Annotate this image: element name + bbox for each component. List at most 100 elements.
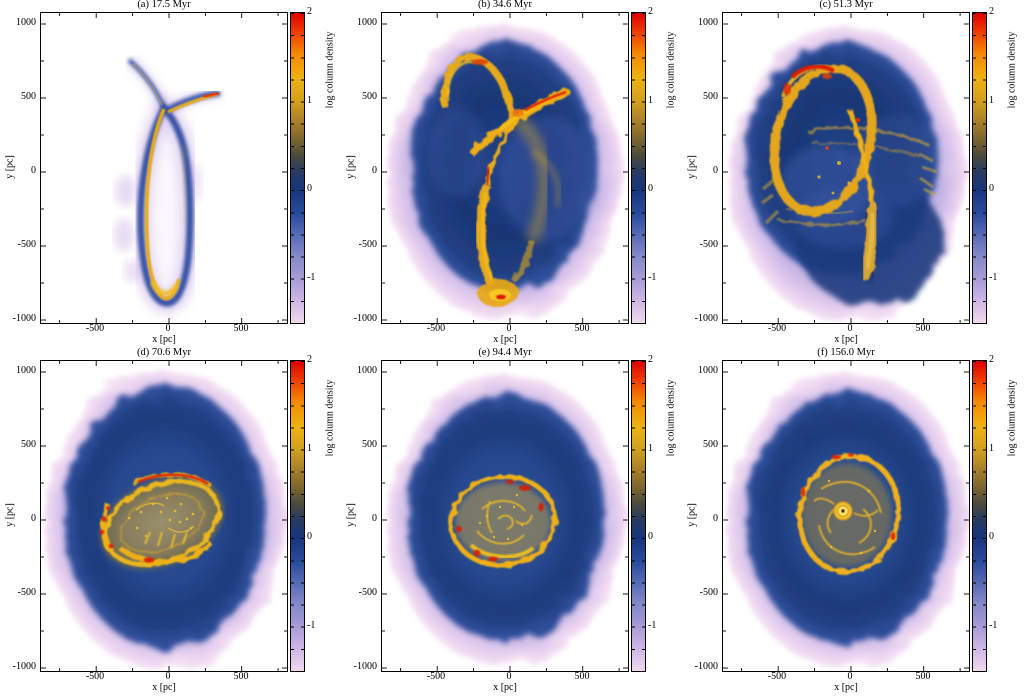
colorbar-tick-label: 1 <box>307 443 312 454</box>
density-map-art <box>41 13 287 323</box>
x-tick-label: -500 <box>767 323 787 334</box>
y-tick-label: 0 <box>713 165 718 176</box>
x-tick-label: 500 <box>233 671 249 682</box>
x-tick-label: 500 <box>233 323 249 334</box>
y-tick-label: 0 <box>372 165 377 176</box>
y-tick-label: -500 <box>699 239 718 250</box>
colorbar-tick-label: 0 <box>307 531 312 542</box>
colorbar-tick-label: 2 <box>648 354 653 365</box>
x-axis-label: x [pc] <box>152 334 176 345</box>
x-tick-label: 0 <box>165 671 171 682</box>
y-tick-label: 1000 <box>16 17 36 28</box>
density-map-c <box>722 12 970 324</box>
panel-b: (b) 34.6 Myr y [pc] 1000 500 0 -500 -100… <box>341 0 682 348</box>
colorbar <box>631 360 646 672</box>
x-tick-label: 0 <box>506 323 512 334</box>
panel-title: (e) 94.4 Myr <box>478 347 532 358</box>
colorbar-tick-label: 2 <box>307 354 312 365</box>
x-axis-label: x [pc] <box>834 682 858 693</box>
colorbar-label: log column density <box>1006 31 1018 109</box>
y-tick-label: 1000 <box>698 365 718 376</box>
colorbar-tick-label: 1 <box>648 95 653 106</box>
colorbar-label: log column density <box>324 31 336 109</box>
y-tick-label: 0 <box>31 165 36 176</box>
panel-c: (c) 51.3 Myr y [pc] 1000 500 0 -500 -100… <box>682 0 1024 348</box>
panel-title: (f) 156.0 Myr <box>817 347 875 358</box>
density-map-e <box>381 360 629 672</box>
y-tick-label: 0 <box>713 513 718 524</box>
colorbar-label: log column density <box>324 379 336 457</box>
panel-title: (b) 34.6 Myr <box>478 0 532 10</box>
density-map-art <box>723 361 969 671</box>
x-tick-label: 0 <box>165 323 171 334</box>
y-tick-label: -500 <box>358 239 377 250</box>
y-tick-label: 500 <box>703 91 718 102</box>
x-tick-label: 500 <box>574 671 590 682</box>
density-map-a <box>40 12 288 324</box>
panel-a: (a) 17.5 Myr y [pc] 1000 500 0 -500 -100… <box>0 0 341 348</box>
colorbar-tick-label: 0 <box>648 183 653 194</box>
y-tick-label: 0 <box>31 513 36 524</box>
x-tick-label: 500 <box>915 323 931 334</box>
y-tick-label: 1000 <box>698 17 718 28</box>
y-tick-label: -500 <box>17 239 36 250</box>
y-tick-label: 1000 <box>357 17 377 28</box>
y-tick-label: -1000 <box>353 313 377 324</box>
y-tick-label: -1000 <box>694 661 718 672</box>
y-tick-label: 500 <box>21 91 36 102</box>
x-axis-label: x [pc] <box>493 334 517 345</box>
y-tick-label: -1000 <box>12 313 36 324</box>
panel-title: (d) 70.6 Myr <box>137 347 191 358</box>
y-tick-label: 1000 <box>16 365 36 376</box>
density-map-art <box>382 361 628 671</box>
colorbar-tick-label: -1 <box>648 272 657 283</box>
panel-d: (d) 70.6 Myr y [pc] 1000 500 0 -500 -100… <box>0 347 341 697</box>
x-tick-label: 500 <box>915 671 931 682</box>
y-tick-label: -1000 <box>353 661 377 672</box>
colorbar-tick-label: 2 <box>989 354 994 365</box>
colorbar <box>631 12 646 324</box>
colorbar-tick-label: 1 <box>989 95 994 106</box>
colorbar-label: log column density <box>665 31 677 109</box>
colorbar-label: log column density <box>1006 379 1018 457</box>
x-tick-label: 0 <box>847 323 853 334</box>
colorbar-tick-label: -1 <box>307 272 316 283</box>
colorbar <box>972 12 987 324</box>
colorbar-tick-label: 2 <box>307 6 312 17</box>
colorbar-tick-label: 0 <box>989 531 994 542</box>
x-tick-label: -500 <box>767 671 787 682</box>
x-axis-label: x [pc] <box>834 334 858 345</box>
x-tick-label: 500 <box>574 323 590 334</box>
x-tick-label: -500 <box>426 671 446 682</box>
x-tick-label: -500 <box>85 323 105 334</box>
y-tick-label: -1000 <box>12 661 36 672</box>
colorbar <box>972 360 987 672</box>
y-tick-label: 500 <box>362 91 377 102</box>
density-map-art <box>723 13 969 323</box>
x-axis-label: x [pc] <box>493 682 517 693</box>
y-tick-label: -500 <box>17 587 36 598</box>
colorbar-tick-label: 1 <box>989 443 994 454</box>
y-tick-label: -500 <box>358 587 377 598</box>
density-map-d <box>40 360 288 672</box>
y-tick-label: 1000 <box>357 365 377 376</box>
colorbar-tick-label: 2 <box>648 6 653 17</box>
panel-title: (c) 51.3 Myr <box>819 0 873 10</box>
y-tick-label: 0 <box>372 513 377 524</box>
x-tick-label: -500 <box>85 671 105 682</box>
x-tick-label: -500 <box>426 323 446 334</box>
y-tick-label: -1000 <box>694 313 718 324</box>
colorbar-tick-label: 0 <box>307 183 312 194</box>
panel-e: (e) 94.4 Myr y [pc] 1000 500 0 -500 -100… <box>341 347 682 697</box>
y-tick-label: 500 <box>362 439 377 450</box>
colorbar-tick-label: 1 <box>307 95 312 106</box>
colorbar <box>290 12 305 324</box>
colorbar-tick-label: -1 <box>648 620 657 631</box>
x-tick-label: 0 <box>847 671 853 682</box>
colorbar-label: log column density <box>665 379 677 457</box>
colorbar-tick-label: 1 <box>648 443 653 454</box>
colorbar-tick-label: -1 <box>989 620 998 631</box>
colorbar-tick-label: -1 <box>989 272 998 283</box>
y-tick-label: 500 <box>703 439 718 450</box>
